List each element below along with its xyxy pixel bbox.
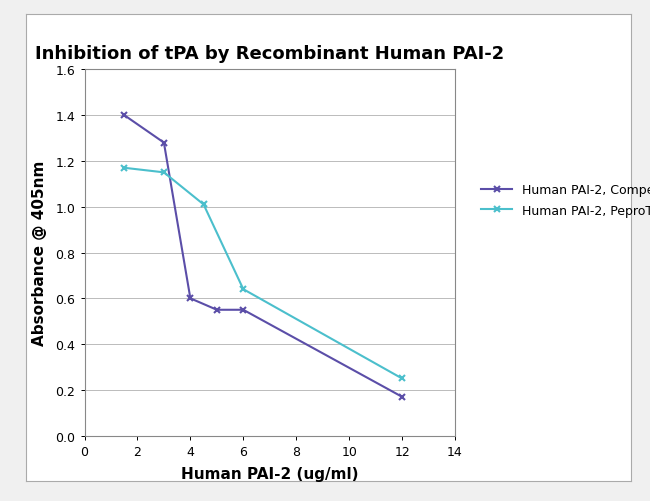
Human PAI-2, PeproTech	[239, 287, 247, 293]
Human PAI-2, PeproTech	[398, 376, 406, 382]
Human PAI-2, PeproTech	[160, 170, 168, 176]
Human PAI-2, Competitor	[160, 140, 168, 146]
Legend: Human PAI-2, Competitor, Human PAI-2, PeproTech: Human PAI-2, Competitor, Human PAI-2, Pe…	[476, 179, 650, 222]
Human PAI-2, Competitor	[187, 296, 194, 302]
Human PAI-2, Competitor	[239, 307, 247, 313]
Line: Human PAI-2, Competitor: Human PAI-2, Competitor	[121, 112, 406, 400]
Human PAI-2, Competitor	[398, 394, 406, 400]
X-axis label: Human PAI-2 (ug/ml): Human PAI-2 (ug/ml)	[181, 466, 359, 481]
Human PAI-2, Competitor	[120, 113, 128, 119]
Title: Inhibition of tPA by Recombinant Human PAI-2: Inhibition of tPA by Recombinant Human P…	[35, 45, 504, 63]
Line: Human PAI-2, PeproTech: Human PAI-2, PeproTech	[121, 165, 406, 382]
Human PAI-2, Competitor	[213, 307, 221, 313]
Human PAI-2, PeproTech	[120, 165, 128, 171]
Human PAI-2, PeproTech	[200, 202, 207, 208]
Y-axis label: Absorbance @ 405nm: Absorbance @ 405nm	[32, 160, 47, 346]
